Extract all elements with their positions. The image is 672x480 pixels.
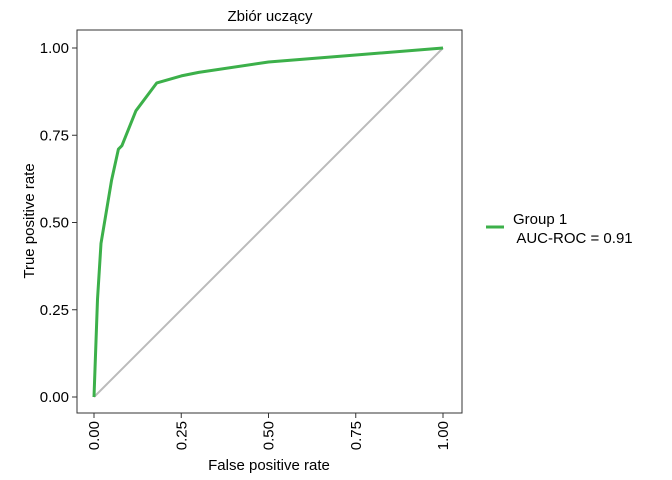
y-tick-label: 0.00	[40, 389, 69, 406]
chart-title: Zbiór uczący	[227, 8, 313, 25]
x-tick-label: 0.75	[348, 421, 365, 450]
plot-frame	[76, 29, 463, 414]
y-tick-label: 1.00	[40, 40, 69, 57]
legend-label-auc: AUC-ROC = 0.91	[513, 230, 633, 247]
legend: Group 1 AUC-ROC = 0.91	[486, 211, 633, 247]
y-tick-label: 0.75	[40, 127, 69, 144]
y-tick-label: 0.50	[40, 215, 69, 232]
x-tick-label: 1.00	[435, 421, 452, 450]
x-axis-title: False positive rate	[208, 457, 330, 474]
x-tick-label: 0.25	[173, 421, 190, 450]
legend-label-group-1: Group 1	[513, 211, 567, 228]
roc-curve-series-1	[92, 46, 444, 398]
y-axis-title: True positive rate	[21, 163, 38, 278]
x-tick-label: 0.50	[261, 421, 278, 450]
reference-diagonal-line	[93, 47, 444, 398]
y-tick-label: 0.25	[40, 302, 69, 319]
x-tick-label: 0.00	[86, 421, 103, 450]
